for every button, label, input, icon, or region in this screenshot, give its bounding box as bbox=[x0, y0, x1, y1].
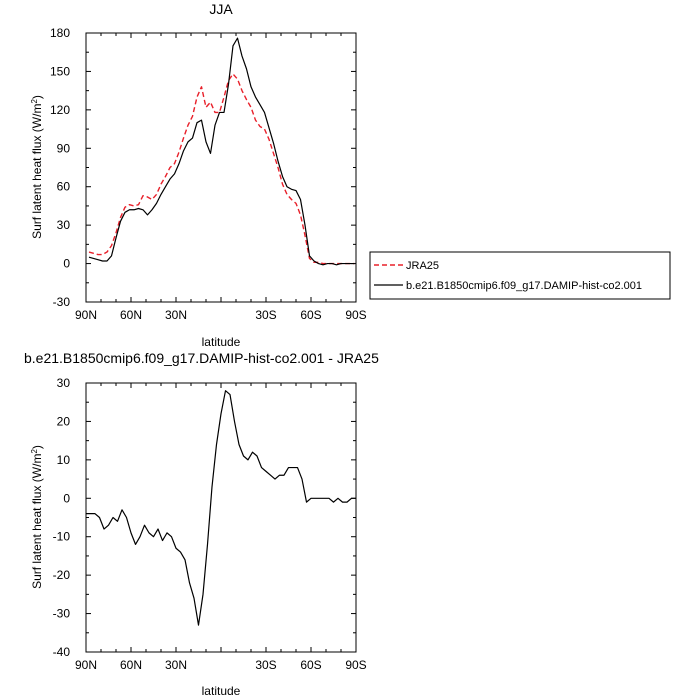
top-title: JJA bbox=[209, 1, 233, 17]
top-xlabel: latitude bbox=[202, 335, 241, 349]
legend: JRA25 b.e21.B1850cmip6.f09_g17.DAMIP-his… bbox=[369, 251, 671, 300]
bottom-y-tick-label: -30 bbox=[53, 607, 71, 621]
top-x-tick-label: 30S bbox=[255, 308, 276, 322]
bottom-x-tick-label: 90S bbox=[345, 658, 366, 672]
top-x-tick-label: 30N bbox=[165, 308, 187, 322]
legend-model-label: b.e21.B1850cmip6.f09_g17.DAMIP-hist-co2.… bbox=[406, 280, 642, 292]
bottom-x-tick-label: 30S bbox=[255, 658, 276, 672]
bottom-ylabel: Surf latent heat flux (W/m2) bbox=[30, 445, 45, 589]
top-x-tick-label: 60N bbox=[120, 308, 142, 322]
bottom-title: b.e21.B1850cmip6.f09_g17.DAMIP-hist-co2.… bbox=[24, 350, 379, 366]
top-y-tick-label: 120 bbox=[50, 103, 70, 117]
bottom-y-tick-label: 0 bbox=[63, 491, 70, 505]
legend-jra25-label: JRA25 bbox=[406, 260, 439, 272]
bottom-x-tick-label: 60S bbox=[300, 658, 321, 672]
top-panel: JJA 90N 60N 30N 30S 60S 90S -30 0 30 60 90 120 150 18… bbox=[30, 1, 671, 349]
top-series-line-0 bbox=[88, 73, 355, 265]
top-x-tick-label: 60S bbox=[300, 308, 321, 322]
bottom-x-tick-label: 90N bbox=[75, 658, 97, 672]
top-ylabel: Surf latent heat flux (W/m2) bbox=[30, 95, 45, 239]
top-axis-ticks: 90N 60N 30N 30S 60S 90S -30 0 30 60 90 120 150 180 bbox=[50, 26, 367, 322]
top-y-tick-label: 180 bbox=[50, 26, 70, 40]
top-y-tick-label: 150 bbox=[50, 64, 70, 78]
top-x-tick-label: 90N bbox=[75, 308, 97, 322]
bottom-xlabel: latitude bbox=[202, 684, 241, 698]
bottom-series-line-0 bbox=[86, 390, 356, 626]
bottom-panel: b.e21.B1850cmip6.f09_g17.DAMIP-hist-co2.… bbox=[24, 350, 379, 698]
bottom-y-tick-label: -40 bbox=[53, 645, 71, 659]
bottom-x-tick-label: 60N bbox=[120, 658, 142, 672]
top-series-line-1 bbox=[88, 37, 355, 266]
top-plot-area bbox=[88, 37, 355, 266]
bottom-y-tick-label: -10 bbox=[53, 530, 71, 544]
bottom-y-tick-label: 10 bbox=[57, 453, 71, 467]
bottom-y-tick-label: 20 bbox=[57, 414, 71, 428]
bottom-y-tick-label: 30 bbox=[57, 376, 71, 390]
top-y-tick-label: 0 bbox=[63, 257, 70, 271]
bottom-plot-area bbox=[86, 390, 356, 626]
bottom-x-tick-label: 30N bbox=[165, 658, 187, 672]
bottom-axis-ticks: 90N 60N 30N 30S 60S 90S -40 -30 -20 -10 0 10 20 30 bbox=[53, 376, 367, 672]
top-y-tick-label: -30 bbox=[53, 295, 71, 309]
top-x-tick-label: 90S bbox=[345, 308, 366, 322]
top-y-tick-label: 30 bbox=[57, 218, 71, 232]
top-y-tick-label: 60 bbox=[57, 180, 71, 194]
top-y-tick-label: 90 bbox=[57, 141, 71, 155]
legend-box bbox=[369, 251, 671, 300]
bottom-y-tick-label: -20 bbox=[53, 568, 71, 582]
